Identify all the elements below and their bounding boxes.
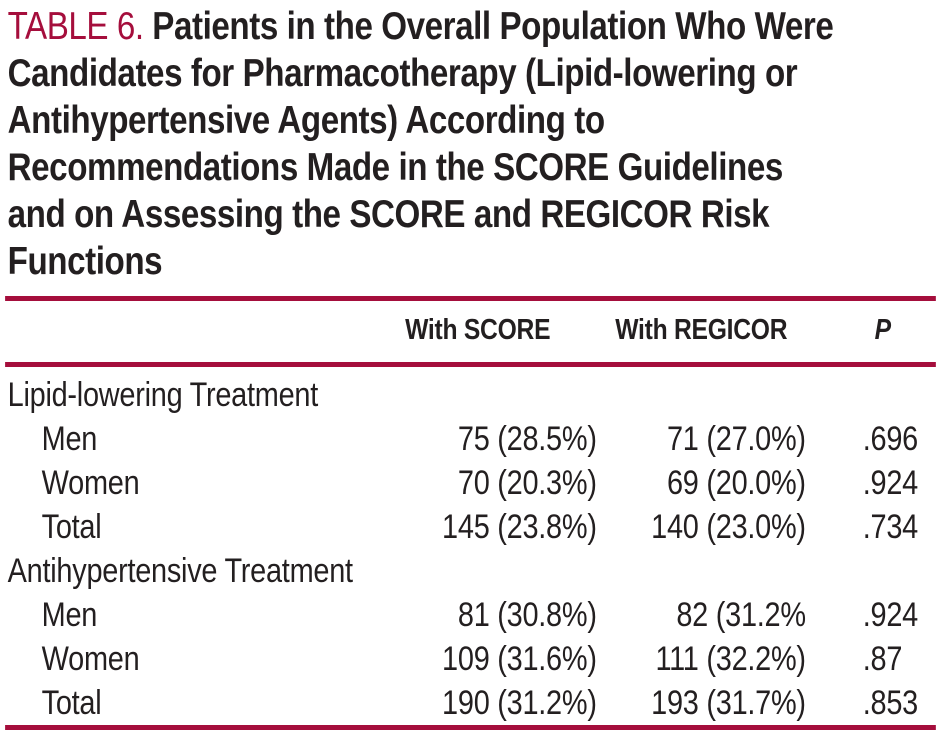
regicor-value: 111 (32.2%) — [655, 640, 806, 678]
table-6-figure: TABLE 6. Patients in the Overall Populati… — [0, 3, 941, 730]
p-value: .853 — [862, 684, 918, 722]
row-label: Men — [41, 596, 98, 634]
score-value: 190 (31.2%) — [442, 684, 597, 722]
title-line: Functions — [7, 240, 163, 283]
p-value: .734 — [862, 508, 918, 546]
row-label: Men — [41, 420, 98, 458]
table-row: Men 75 (28.5%) 71 (27.0%) .696 — [0, 417, 941, 461]
score-value: 145 (23.8%) — [442, 508, 597, 546]
regicor-value: 193 (31.7%) — [651, 684, 806, 722]
column-header-with-regicor: With REGICOR — [615, 314, 788, 346]
table-row: Men 81 (30.8%) 82 (31.2% .924 — [0, 593, 941, 637]
title-line: Antihypertensive Agents) According to — [7, 99, 605, 142]
column-header-p: P — [874, 314, 891, 346]
p-value: .87 — [862, 640, 903, 678]
title-line: TABLE 6. Patients in the Overall Populati… — [8, 3, 941, 50]
title-line: and on Assessing the SCORE and REGICOR R… — [7, 193, 770, 236]
regicor-value: 71 (27.0%) — [666, 420, 806, 458]
bottom-rule — [5, 725, 936, 730]
header-rule — [5, 362, 936, 367]
regicor-value: 140 (23.0%) — [651, 508, 806, 546]
table-row: Women 109 (31.6%) 111 (32.2%) .87 — [0, 637, 941, 681]
score-value: 75 (28.5%) — [457, 420, 597, 458]
section-header: Lipid-lowering Treatment — [7, 376, 319, 414]
table-row: Total 145 (23.8%) 140 (23.0%) .734 — [0, 505, 941, 549]
p-value: .924 — [862, 464, 918, 502]
row-label: Women — [41, 640, 140, 678]
title-line: Candidates for Pharmacotherapy (Lipid-lo… — [7, 52, 798, 95]
row-label: Total — [41, 508, 102, 546]
table-row: Women 70 (20.3%) 69 (20.0%) .924 — [0, 461, 941, 505]
section-header-row: Antihypertensive Treatment — [0, 549, 941, 593]
column-header-with-score: With SCORE — [405, 314, 551, 346]
table-body: Lipid-lowering Treatment Men 75 (28.5%) … — [0, 367, 941, 725]
title-text: Patients in the Overall Population Who W… — [152, 5, 834, 48]
top-rule — [5, 296, 936, 301]
table-header-row: With SCORE With REGICOR P — [0, 301, 941, 362]
table-number-label: TABLE 6. — [7, 5, 144, 48]
regicor-value: 69 (20.0%) — [666, 464, 806, 502]
score-value: 70 (20.3%) — [457, 464, 597, 502]
p-value: .924 — [862, 596, 918, 634]
row-label: Total — [41, 684, 102, 722]
column-header-empty — [0, 316, 359, 345]
p-value: .696 — [862, 420, 918, 458]
page-title: TABLE 6. Patients in the Overall Populati… — [8, 3, 941, 285]
section-header: Antihypertensive Treatment — [7, 552, 353, 590]
regicor-value: 82 (31.2% — [676, 596, 806, 634]
section-header-row: Lipid-lowering Treatment — [0, 373, 941, 417]
score-value: 109 (31.6%) — [442, 640, 597, 678]
score-value: 81 (30.8%) — [457, 596, 597, 634]
table-row: Total 190 (31.2%) 193 (31.7%) .853 — [0, 681, 941, 725]
title-line: Recommendations Made in the SCORE Guidel… — [7, 146, 784, 189]
row-label: Women — [41, 464, 140, 502]
